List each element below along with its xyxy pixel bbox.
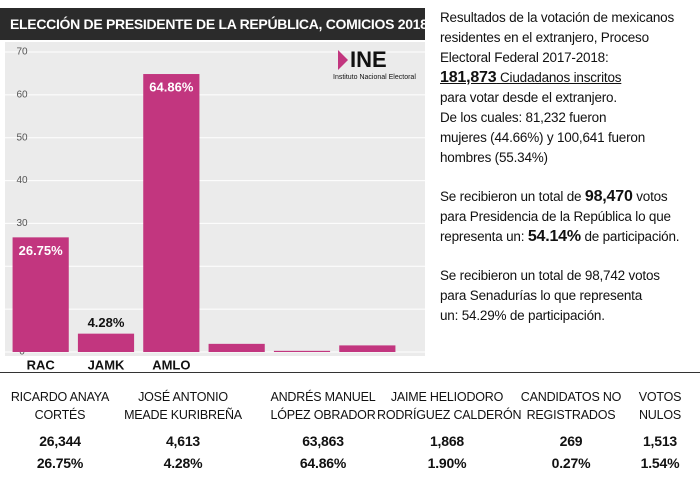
x-tick-label: JAMK xyxy=(88,357,125,372)
candidate-name: MEADE KURIBREÑA xyxy=(124,408,242,422)
text: de participación. xyxy=(580,229,680,244)
text: hombres (55.34%) xyxy=(440,150,548,165)
paragraph: Se recibieron un total de 98,470 votos pa… xyxy=(440,187,698,247)
text-line: para votar desde el extranjero. xyxy=(440,88,698,108)
text-line: 181,873 Ciudadanos inscritos xyxy=(440,68,698,88)
text-line: residentes en el extranjero, Proceso xyxy=(440,28,698,48)
emphasis: 181,873 xyxy=(440,69,497,86)
vote-count: 1,513 xyxy=(642,433,678,449)
candidate-name: CORTÉS xyxy=(34,408,86,422)
bar xyxy=(273,350,331,352)
y-tick-label: 50 xyxy=(16,132,28,143)
text: Resultados de la votación de mexicanos xyxy=(440,10,675,25)
vote-count: 269 xyxy=(559,433,583,449)
emphasis: 54.14% xyxy=(527,228,581,245)
table-column: ANDRÉS MANUEL LÓPEZ OBRADOR 63,863 64.86% xyxy=(253,388,393,474)
value-label: 64.86% xyxy=(149,79,194,94)
paragraph: Resultados de la votación de mexicanos re… xyxy=(440,8,698,168)
candidate-name: RICARDO ANAYA xyxy=(10,390,110,404)
text: residentes en el extranjero, Proceso xyxy=(440,30,649,45)
text: votos xyxy=(632,189,668,204)
logo-shape xyxy=(338,50,348,70)
y-tick-label: 30 xyxy=(16,218,28,229)
candidate-name: RODRÍGUEZ CALDERÓN xyxy=(377,408,522,422)
table-column: JOSÉ ANTONIO MEADE KURIBREÑA 4,613 4.28% xyxy=(113,388,253,474)
y-tick-label: 70 xyxy=(16,47,28,58)
text: para Presidencia de la República lo que xyxy=(440,209,671,224)
candidate-name: JAIME HELIODORO xyxy=(390,390,504,404)
candidate-name: NULOS xyxy=(638,408,682,422)
candidate-name: VOTOS xyxy=(638,390,682,404)
vote-percent: 1.90% xyxy=(427,455,467,471)
text-line: para Presidencia de la República lo que xyxy=(440,207,698,227)
text-line: Resultados de la votación de mexicanos xyxy=(440,8,698,28)
text-line: mujeres (44.66%) y 100,641 fueron xyxy=(440,128,698,148)
vote-percent: 64.86% xyxy=(299,455,347,471)
text-line: Electoral Federal 2017-2018: xyxy=(440,48,698,68)
candidate-name: CANDIDATOS NO xyxy=(520,390,622,404)
plot-background xyxy=(5,42,425,356)
candidate-name: JOSÉ ANTONIO xyxy=(138,390,228,404)
text: para Senadurías lo que representa xyxy=(440,288,643,303)
chart: 01020304050607026.75%RAC4.28%JAMK64.86%A… xyxy=(5,42,425,372)
text-line: De los cuales: 81,232 fueron xyxy=(440,108,698,128)
text: un: 54.29% de participación. xyxy=(440,308,605,323)
emphasis: Ciudadanos inscritos xyxy=(496,70,622,85)
logo-mark: INE xyxy=(350,47,387,72)
text-line: Se recibieron un total de 98,470 votos xyxy=(440,187,698,207)
text-line: hombres (55.34%) xyxy=(440,148,698,168)
y-tick-label: 0 xyxy=(19,347,25,358)
bar xyxy=(339,345,396,352)
text: Se recibieron un total de xyxy=(440,189,585,204)
text-line: Se recibieron un total de 98,742 votos xyxy=(440,266,698,286)
y-tick-label: 60 xyxy=(16,89,28,100)
emphasis: 98,470 xyxy=(584,188,633,205)
vote-percent: 0.27% xyxy=(551,455,591,471)
table-column: VOTOS NULOS 1,513 1.54% xyxy=(590,388,700,474)
vote-count: 26,344 xyxy=(39,433,81,449)
bar xyxy=(12,237,69,352)
table-column: RICARDO ANAYA CORTÉS 26,344 26.75% xyxy=(0,388,130,474)
bar xyxy=(77,333,135,352)
vote-percent: 4.28% xyxy=(163,455,203,471)
vote-percent: 1.54% xyxy=(640,455,680,471)
vote-count: 4,613 xyxy=(165,433,201,449)
text-line: un: 54.29% de participación. xyxy=(440,306,698,326)
summary: Resultados de la votación de mexicanos re… xyxy=(440,8,698,345)
value-label: 26.75% xyxy=(19,243,64,258)
text-line: representa un: 54.14% de participación. xyxy=(440,227,698,247)
logo-name: Instituto Nacional Electoral xyxy=(333,74,416,81)
candidate-name: REGISTRADOS xyxy=(526,408,616,422)
text: Se recibieron un total de 98,742 votos xyxy=(440,268,660,283)
text: Electoral Federal 2017-2018: xyxy=(440,50,609,65)
bar xyxy=(208,343,265,352)
vote-count: 63,863 xyxy=(302,433,344,449)
text: representa un: xyxy=(440,229,528,244)
paragraph: Se recibieron un total de 98,742 votos pa… xyxy=(440,266,698,326)
chart-title: ELECCIÓN DE PRESIDENTE DE LA REPÚBLICA, … xyxy=(0,8,428,40)
text-line: para Senadurías lo que representa xyxy=(440,286,698,306)
table-column: CANDIDATOS NO REGISTRADOS 269 0.27% xyxy=(501,388,641,474)
separator xyxy=(0,372,700,373)
text: para votar desde el extranjero. xyxy=(440,90,617,105)
ine-logo: INE Instituto Nacional Electoral xyxy=(333,47,416,81)
text: De los cuales: 81,232 fueron xyxy=(440,110,607,125)
candidate-name: ANDRÉS MANUEL xyxy=(270,390,376,404)
text: mujeres (44.66%) y 100,641 fueron xyxy=(440,130,646,145)
y-tick-label: 40 xyxy=(16,175,28,186)
x-tick-label: RAC xyxy=(27,357,56,372)
bar xyxy=(143,74,200,353)
table-column: JAIME HELIODORO RODRÍGUEZ CALDERÓN 1,868 1.… xyxy=(377,388,522,474)
value-label: 4.28% xyxy=(88,315,125,330)
candidate-name: LÓPEZ OBRADOR xyxy=(270,408,376,422)
x-tick-label: AMLO xyxy=(152,357,190,372)
vote-count: 1,868 xyxy=(429,433,465,449)
vote-percent: 26.75% xyxy=(36,455,84,471)
